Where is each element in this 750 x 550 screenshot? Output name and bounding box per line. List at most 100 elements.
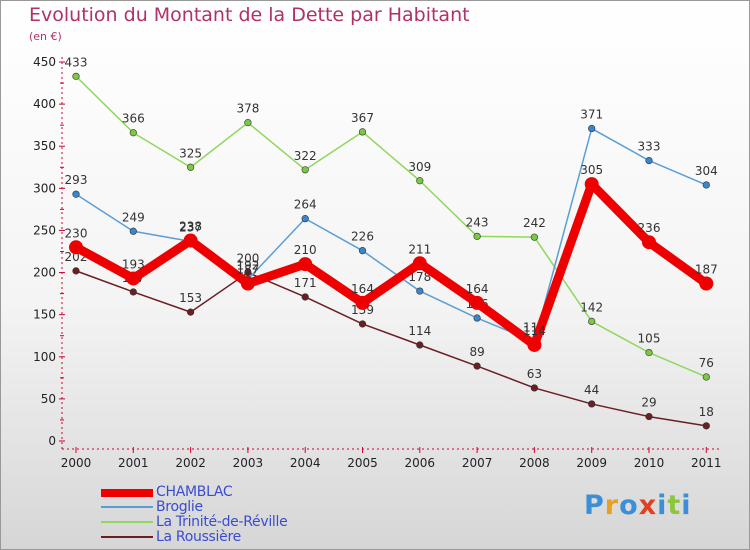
data-label: 230 <box>65 226 88 240</box>
series-line <box>75 270 708 427</box>
legend: CHAMBLAC Broglie La Trinité-de-Réville L… <box>101 484 361 545</box>
data-point <box>301 215 309 223</box>
data-label: 76 <box>699 356 714 370</box>
x-tick-label: 2005 <box>347 456 378 470</box>
data-point <box>702 373 710 381</box>
data-point <box>642 235 656 250</box>
data-point <box>72 72 80 80</box>
data-point <box>69 240 83 255</box>
data-point <box>358 128 367 136</box>
data-label: 367 <box>351 111 374 125</box>
data-label: 187 <box>695 263 718 277</box>
data-label: 325 <box>179 146 202 160</box>
data-point <box>129 288 137 296</box>
legend-item-broglie: Broglie <box>101 499 361 515</box>
x-tick-label: 2006 <box>405 456 436 470</box>
logo-letter: i <box>657 490 668 521</box>
y-tick-label: 350 <box>33 139 56 153</box>
data-label: 226 <box>351 230 374 244</box>
data-label: 211 <box>408 242 431 256</box>
data-label: 322 <box>294 149 317 163</box>
data-label: 114 <box>408 324 431 338</box>
data-label: 378 <box>236 102 259 116</box>
data-label: 171 <box>294 276 317 290</box>
data-point <box>298 257 313 272</box>
data-point <box>301 293 309 301</box>
x-tick-label: 2002 <box>175 456 206 470</box>
data-label: 44 <box>584 383 599 397</box>
x-tick-label: 2008 <box>519 456 550 470</box>
data-label: 18 <box>699 405 714 419</box>
y-tick-label: 50 <box>41 392 56 406</box>
data-label: 89 <box>469 345 484 359</box>
data-point <box>702 181 710 189</box>
data-label: 236 <box>638 221 661 235</box>
logo-letter: x <box>638 490 658 521</box>
legend-label: CHAMBLAC <box>156 484 233 500</box>
logo-letter: r <box>604 490 620 521</box>
data-label: 105 <box>638 332 661 346</box>
data-point <box>584 177 599 192</box>
legend-label: La Trinité-de-Réville <box>156 514 288 530</box>
series-line <box>71 179 711 350</box>
y-tick-label: 150 <box>33 308 56 322</box>
x-tick-label: 2004 <box>290 456 321 470</box>
data-label: 309 <box>408 160 431 174</box>
data-label: 164 <box>351 282 374 296</box>
data-point <box>72 267 80 275</box>
data-label: 333 <box>638 140 661 154</box>
data-point <box>416 287 424 295</box>
data-label: 142 <box>580 300 603 314</box>
data-label: 114 <box>523 324 546 338</box>
x-tick-label: 2009 <box>576 456 607 470</box>
data-point <box>470 295 485 310</box>
logo-letter: i <box>681 490 692 521</box>
data-point <box>645 412 653 421</box>
data-point <box>473 362 481 370</box>
data-point <box>702 422 710 430</box>
legend-label: Broglie <box>156 499 203 515</box>
series-line <box>75 127 708 343</box>
y-tick-label: 100 <box>33 350 56 364</box>
data-point <box>183 233 198 248</box>
data-point <box>301 166 309 174</box>
x-tick-label: 2003 <box>233 456 264 470</box>
legend-swatch <box>101 506 153 508</box>
data-label: 433 <box>65 55 88 69</box>
chart-title: Evolution du Montant de la Dette par Hab… <box>29 4 470 26</box>
data-label: 29 <box>641 396 656 410</box>
data-label: 238 <box>179 220 202 234</box>
data-point <box>530 384 539 392</box>
data-point <box>527 337 542 352</box>
logo-letter: P <box>584 490 605 521</box>
data-label: 153 <box>179 291 202 305</box>
data-point <box>645 156 653 165</box>
data-point <box>358 320 367 328</box>
x-tick-label: 2007 <box>462 456 493 470</box>
data-label: 243 <box>466 215 489 229</box>
data-point <box>358 247 367 255</box>
data-point <box>187 163 195 171</box>
data-label: 200 <box>236 252 259 266</box>
legend-swatch <box>101 536 153 538</box>
data-label: 210 <box>294 243 317 257</box>
data-label: 192 <box>236 258 259 272</box>
data-point <box>530 233 539 241</box>
data-label: 305 <box>580 163 603 177</box>
data-label: 164 <box>466 282 489 296</box>
logo-letter: t <box>667 490 682 521</box>
legend-swatch <box>101 521 153 523</box>
x-tick-label: 2011 <box>691 456 722 470</box>
series-line <box>75 75 708 378</box>
y-tick-label: 200 <box>33 266 56 280</box>
unit-label: (en €) <box>29 30 62 43</box>
data-point <box>699 276 714 291</box>
data-point <box>129 227 137 235</box>
data-label: 264 <box>294 198 317 212</box>
data-point <box>645 348 653 357</box>
data-point <box>244 119 252 127</box>
x-tick-label: 2000 <box>61 456 92 470</box>
data-point <box>473 232 481 240</box>
data-label: 193 <box>122 257 145 271</box>
